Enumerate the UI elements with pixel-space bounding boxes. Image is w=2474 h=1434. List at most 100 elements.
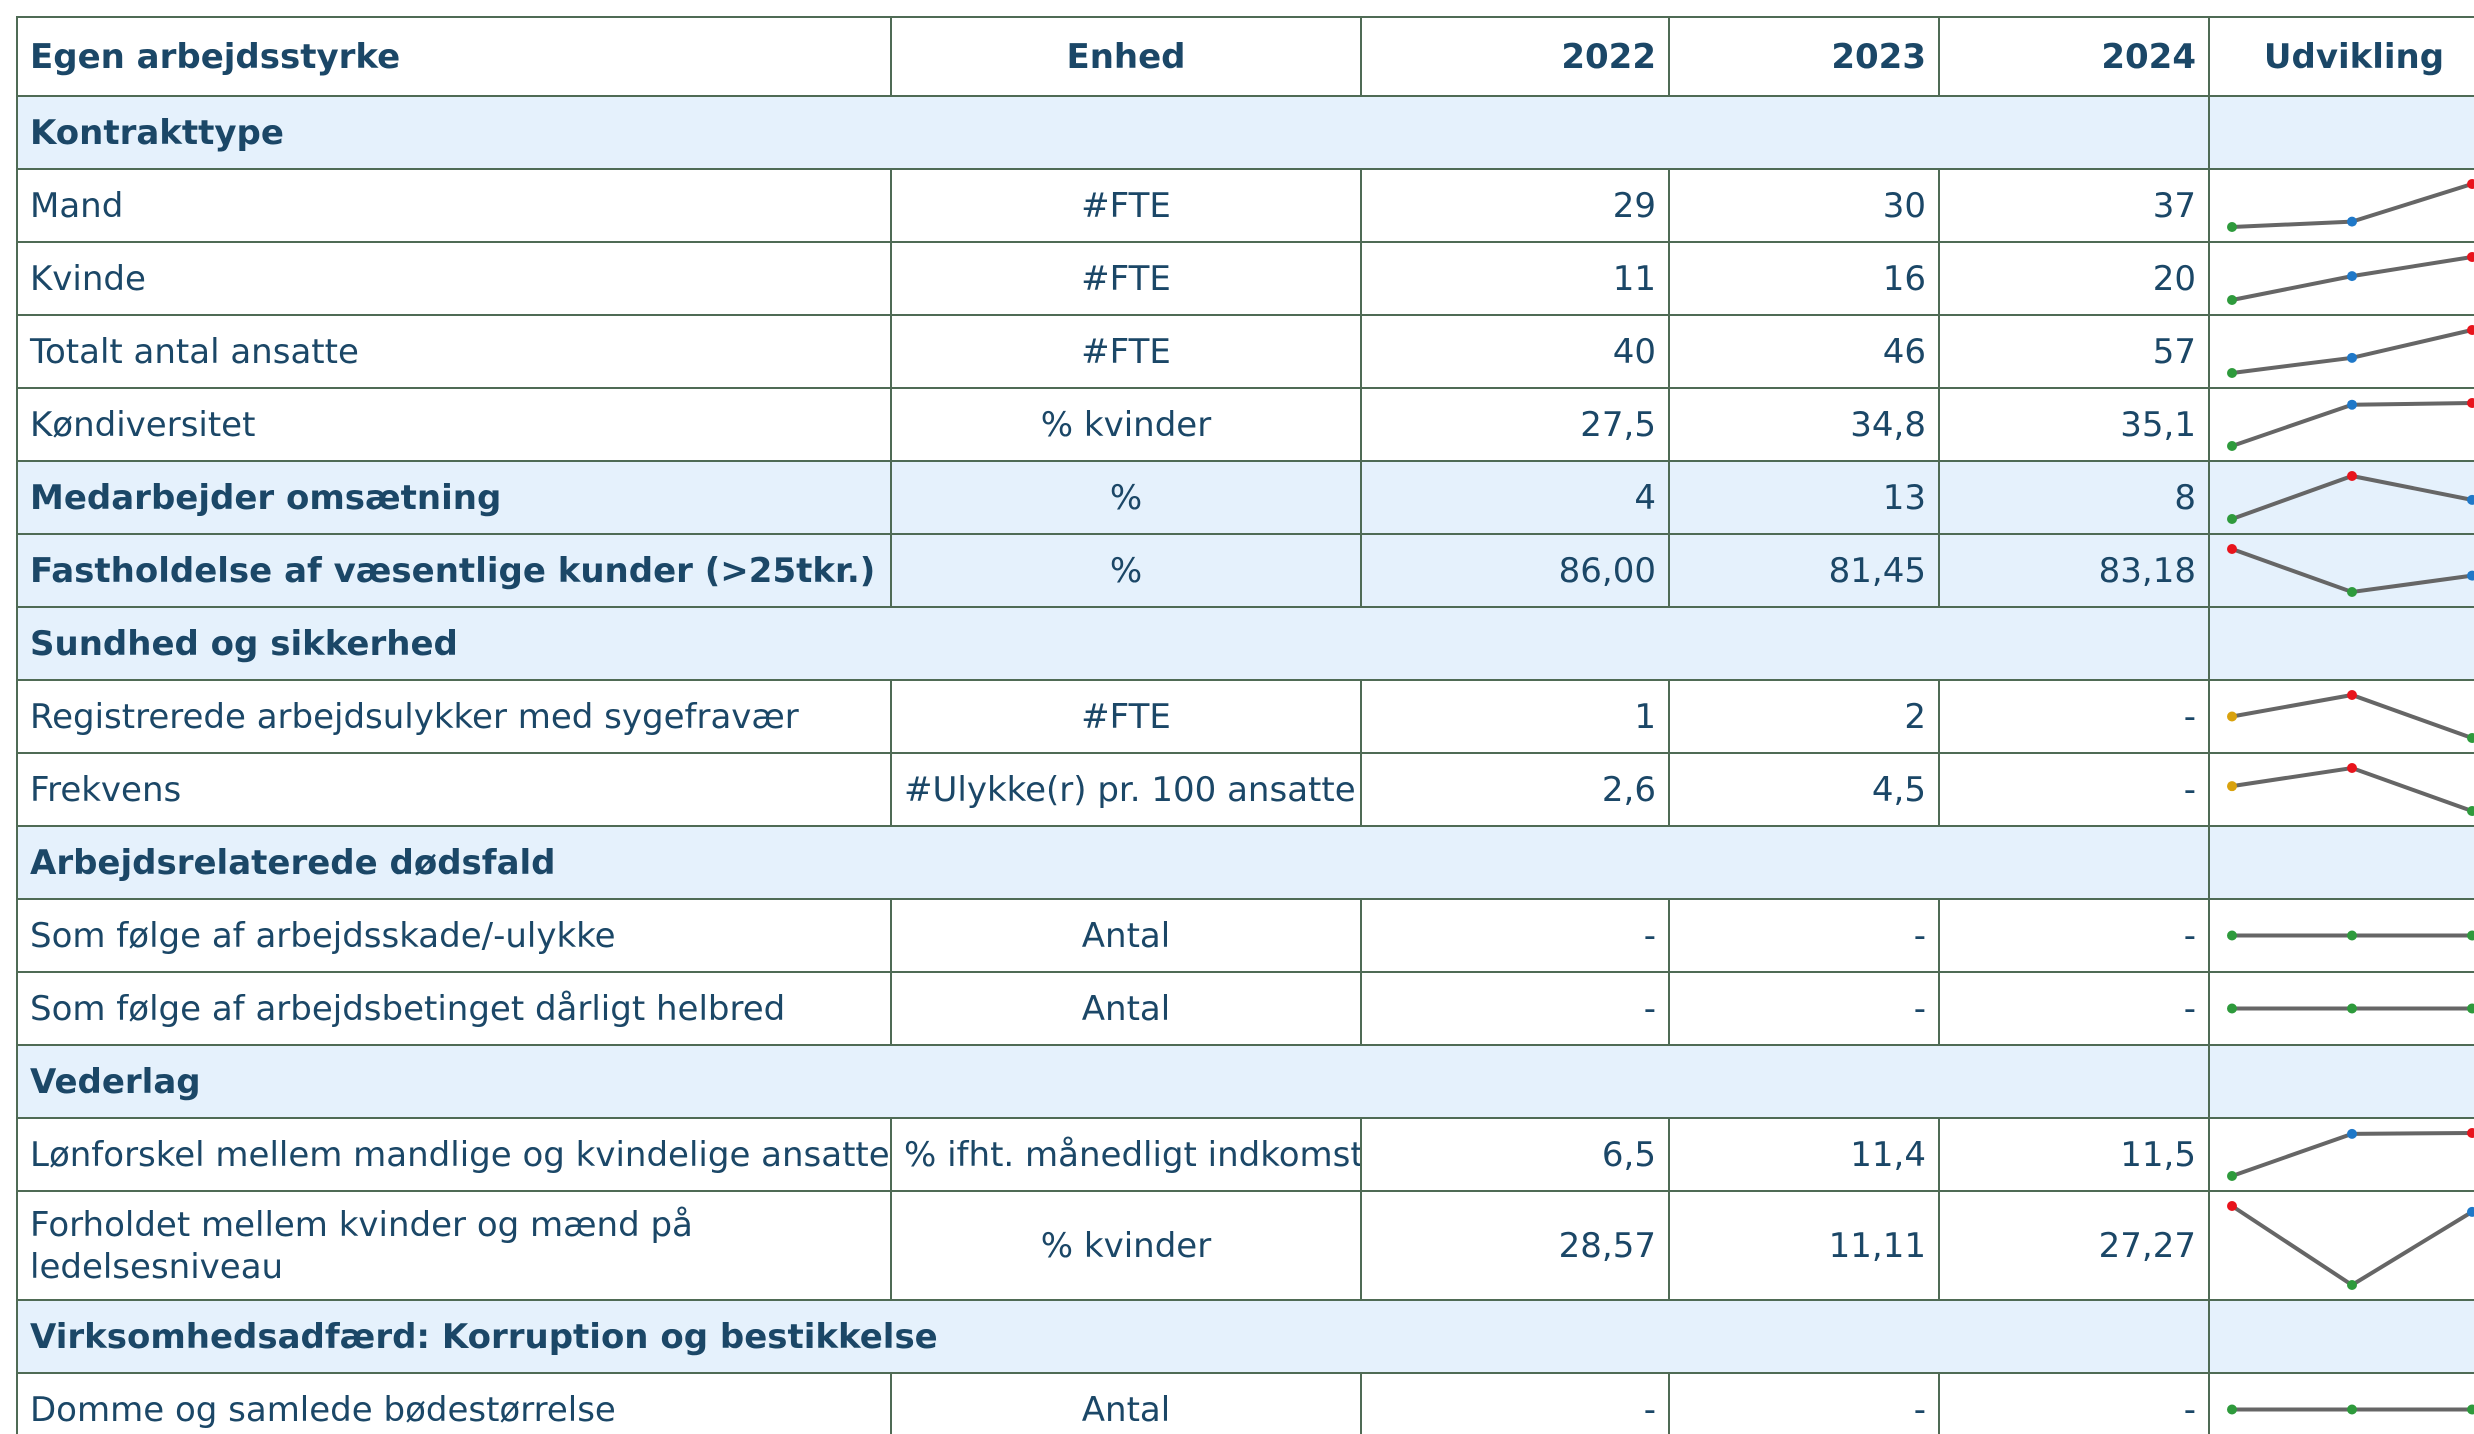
data-row: Domme og samlede bødestørrelse Antal - - - (16, 1372, 2474, 1434)
spark-cell (2208, 606, 2474, 681)
value: 2,6 (1360, 752, 1670, 827)
value: 11,11 (1668, 1190, 1940, 1301)
row-label: Fastholdelse af væsentlige kunder (>25tk… (16, 533, 892, 608)
data-row: Lønforskel mellem mandlige og kvindelige… (16, 1117, 2474, 1192)
value: - (1360, 898, 1670, 973)
header-cell: Enhed (890, 16, 1362, 97)
spark-point (2467, 570, 2474, 581)
unit: #FTE (890, 241, 1362, 316)
header-cell: 2022 (1360, 16, 1670, 97)
unit: % (890, 533, 1362, 608)
value: 4 (1360, 460, 1670, 535)
row-label: Som følge af arbejdsskade/-ulykke (16, 898, 892, 973)
spark-point (2467, 806, 2474, 816)
spark-cell (2208, 387, 2474, 462)
value: 6,5 (1360, 1117, 1670, 1192)
sparkline (2227, 763, 2474, 816)
spark-cell (2208, 971, 2474, 1046)
spark-point (2227, 781, 2237, 792)
sparkline (2227, 544, 2474, 597)
spark-line (2230, 1204, 2474, 1288)
value: 13 (1668, 460, 1940, 535)
section-row: Kontrakttype (16, 95, 2474, 170)
row-label: Frekvens (16, 752, 892, 827)
section-row: Arbejdsrelaterede dødsfald (16, 825, 2474, 900)
spark-point (2467, 930, 2474, 941)
spark-cell (2208, 1117, 2474, 1192)
spark-point (2347, 471, 2357, 481)
table: Egen arbejdsstyrke Enhed 2022 2023 2024 Udvik… (16, 16, 2474, 1434)
spark-point (2227, 368, 2237, 378)
value: - (1668, 971, 1940, 1046)
spark-point (2227, 711, 2237, 722)
spark-line (2231, 547, 2473, 595)
header-cell: Egen arbejdsstyrke (16, 16, 892, 97)
row-label: Køndiversitet (16, 387, 892, 462)
value: - (1938, 752, 2210, 827)
data-row: Frekvens #Ulykke(r) pr. 100 ansatte 2,6 4,5… (16, 752, 2474, 827)
spark-cell (2208, 1044, 2474, 1119)
unit: #FTE (890, 679, 1362, 754)
value: - (1938, 971, 2210, 1046)
value: 11,5 (1938, 1117, 2210, 1192)
value: 11 (1360, 241, 1670, 316)
spark-point (2347, 216, 2357, 227)
value: 37 (1938, 168, 2210, 243)
unit: Antal (890, 898, 1362, 973)
spark-point (2227, 222, 2237, 232)
row-label: Mand (16, 168, 892, 243)
section-label: Sundhed og sikkerhed (16, 606, 2210, 681)
spark-point (2227, 1003, 2237, 1014)
value: 4,5 (1668, 752, 1940, 827)
spark-line (2231, 328, 2473, 375)
unit: % kvinder (890, 387, 1362, 462)
value: 27,5 (1360, 387, 1670, 462)
value: 27,27 (1938, 1190, 2210, 1301)
value: 83,18 (1938, 533, 2210, 608)
row-label: Registrerede arbejdsulykker med sygefrav… (16, 679, 892, 754)
value: 40 (1360, 314, 1670, 389)
value: 34,8 (1668, 387, 1940, 462)
spark-cell (2208, 1372, 2474, 1434)
spark-cell (2208, 241, 2474, 316)
section-row: Virksomhedsadfærd: Korruption og bestikk… (16, 1299, 2474, 1374)
header-cell: 2023 (1668, 16, 1940, 97)
spark-cell (2208, 533, 2474, 608)
spark-line (2231, 1131, 2473, 1178)
spark-line (2231, 473, 2473, 521)
unit: % ifht. månedligt indkomst (890, 1117, 1362, 1192)
spark-cell (2208, 95, 2474, 170)
spark-cell (2208, 679, 2474, 754)
spark-cell (2208, 1190, 2474, 1301)
data-row: Som følge af arbejdsbetinget dårligt hel… (16, 971, 2474, 1046)
value: 57 (1938, 314, 2210, 389)
spark-cell (2208, 460, 2474, 535)
spark-point (2467, 1128, 2474, 1138)
value: 16 (1668, 241, 1940, 316)
spark-point (2467, 1404, 2474, 1415)
spark-point (2467, 733, 2474, 743)
unit: Antal (890, 1372, 1362, 1434)
spark-point (2227, 514, 2237, 524)
value: - (1360, 971, 1670, 1046)
spark-cell (2208, 1299, 2474, 1374)
row-label: Kvinde (16, 241, 892, 316)
spark-point (2347, 352, 2357, 363)
spark-point (2467, 494, 2474, 505)
sparkline (2227, 1128, 2474, 1181)
spark-point (2227, 1404, 2237, 1415)
spark-point (2467, 1206, 2474, 1217)
row-label: Totalt antal ansatte (16, 314, 892, 389)
spark-point (2467, 325, 2474, 335)
spark-point (2347, 399, 2357, 410)
value: - (1938, 679, 2210, 754)
data-row: Som følge af arbejdsskade/-ulykke Antal - -… (16, 898, 2474, 973)
spark-point (2227, 441, 2237, 451)
spark-point (2347, 1404, 2357, 1415)
spark-point (2467, 252, 2474, 262)
spark-point (2467, 398, 2474, 408)
unit: #Ulykke(r) pr. 100 ansatte (890, 752, 1362, 827)
spark-point (2227, 1171, 2237, 1181)
header-cell: Udvikling (2208, 16, 2474, 97)
